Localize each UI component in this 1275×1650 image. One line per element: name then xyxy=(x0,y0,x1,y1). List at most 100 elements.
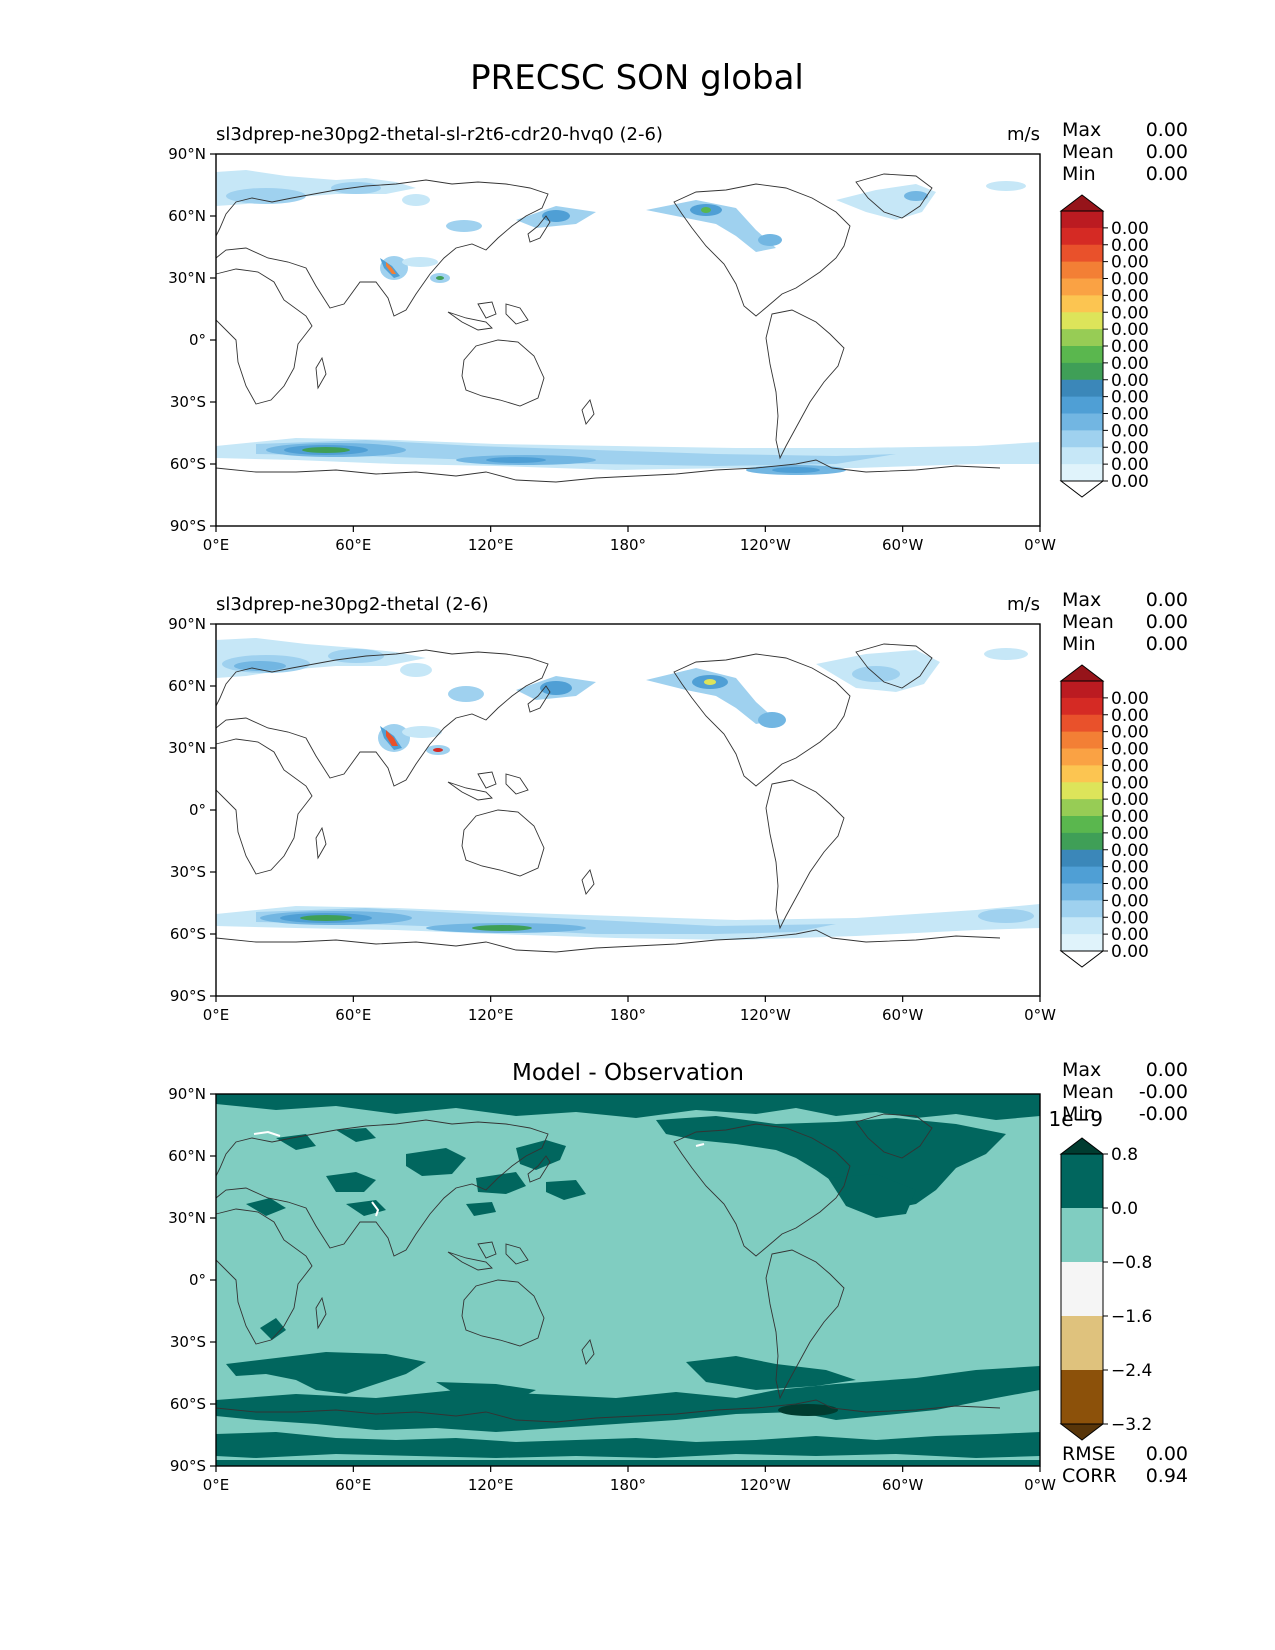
colorbar-tick-label: 0.00 xyxy=(1111,320,1149,340)
lon-tick-label: 0°E xyxy=(203,1476,230,1494)
lat-tick-label: 60°S xyxy=(170,455,206,473)
colorbar-tick-label: 0.00 xyxy=(1111,303,1149,323)
stats-box: Max 0.00 Mean 0.00 Min 0.00 xyxy=(1062,119,1188,185)
lat-axis: 90°N 60°N 30°N 0° 30°S 60°S 90°S xyxy=(168,1085,216,1475)
colorbar-swatch xyxy=(1061,934,1103,952)
colorbar-tick-label: 0.00 xyxy=(1111,875,1149,895)
lon-tick-label: 120°E xyxy=(468,1476,514,1494)
lon-tick-label: 60°E xyxy=(335,536,371,554)
stat-label-corr: CORR xyxy=(1062,1465,1117,1487)
lat-tick-label: 60°S xyxy=(170,1395,206,1413)
panel-test: sl3dprep-ne30pg2-thetal-sl-r2t6-cdr20-hv… xyxy=(168,119,1188,554)
colorbar-tick-label: 0.00 xyxy=(1111,455,1149,475)
stat-value-rmse: 0.00 xyxy=(1146,1443,1188,1465)
panel-units: m/s xyxy=(1007,124,1040,145)
colorbar-swatch xyxy=(1061,379,1103,398)
colorbar-swatch xyxy=(1061,362,1103,381)
lat-tick-label: 30°S xyxy=(170,1333,206,1351)
stat-value-mean: -0.00 xyxy=(1139,1081,1188,1103)
colorbar-swatch xyxy=(1061,765,1103,783)
stat-value-min: 0.00 xyxy=(1146,163,1188,185)
lat-tick-label: 30°S xyxy=(170,393,206,411)
stat-label-mean: Mean xyxy=(1062,1081,1114,1103)
lat-tick-label: 30°N xyxy=(168,269,206,287)
colorbar-swatch xyxy=(1061,866,1103,884)
colorbar-tick-label: 0.00 xyxy=(1111,773,1149,793)
colorbar-swatch xyxy=(1061,261,1103,279)
colorbar-tick-label: 0.00 xyxy=(1111,891,1149,911)
lon-tick-label: 120°E xyxy=(468,1006,514,1024)
lon-tick-label: 120°W xyxy=(740,536,791,554)
panel-difference: Model - Observation xyxy=(168,1059,1188,1494)
lon-tick-label: 0°E xyxy=(203,536,230,554)
lon-tick-label: 180° xyxy=(610,1006,646,1024)
map-area xyxy=(215,153,1041,527)
lat-tick-label: 90°N xyxy=(168,615,206,633)
colorbar-swatch xyxy=(1061,211,1103,229)
stat-label-min: Min xyxy=(1062,1103,1096,1125)
lat-tick-label: 60°N xyxy=(168,1147,206,1165)
colorbar-extend-min xyxy=(1059,950,1105,968)
colorbar-tick-label: 0.00 xyxy=(1111,354,1149,374)
stats-box: Max 0.00 Mean -0.00 Min -0.00 xyxy=(1062,1059,1188,1125)
precip-field xyxy=(216,638,1040,940)
colorbar-swatch xyxy=(1061,295,1103,313)
lon-tick-label: 60°W xyxy=(882,536,924,554)
lat-tick-label: 90°S xyxy=(170,987,206,1005)
lon-tick-label: 120°W xyxy=(740,1006,791,1024)
colorbar-extend-min xyxy=(1059,480,1105,498)
extra-stats-box: RMSE 0.00 CORR 0.94 xyxy=(1062,1443,1188,1487)
colorbar-tick-label: 0.00 xyxy=(1111,858,1149,878)
colorbar-swatch xyxy=(1061,917,1103,935)
colorbar-swatch xyxy=(1061,681,1103,699)
colorbar-swatch xyxy=(1061,329,1103,347)
colorbar-tick-label: −3.2 xyxy=(1111,1415,1152,1435)
colorbar-extend-max xyxy=(1059,1137,1105,1155)
colorbar-swatch xyxy=(1061,312,1103,330)
colorbar-extend-max xyxy=(1059,194,1105,212)
colorbar-tick-label: 0.00 xyxy=(1111,337,1149,357)
colorbar-swatch xyxy=(1061,244,1103,263)
colorbar-swatch xyxy=(1061,278,1103,296)
colorbar: 0.000.000.000.000.000.000.000.000.000.00… xyxy=(1059,664,1149,968)
colorbar-tick-label: 0.8 xyxy=(1111,1145,1138,1165)
lon-tick-label: 0°E xyxy=(203,1006,230,1024)
lon-tick-label: 60°E xyxy=(335,1006,371,1024)
stat-label-mean: Mean xyxy=(1062,141,1114,163)
colorbar-swatch xyxy=(1061,883,1103,901)
lon-tick-label: 0°W xyxy=(1024,536,1056,554)
colorbar-tick-label: −1.6 xyxy=(1111,1307,1152,1327)
lon-tick-label: 0°W xyxy=(1024,1476,1056,1494)
colorbar-swatch xyxy=(1061,697,1103,716)
colorbar-tick-label: 0.00 xyxy=(1111,824,1149,844)
precip-field xyxy=(216,170,1040,475)
lat-tick-label: 60°N xyxy=(168,677,206,695)
colorbar-swatch xyxy=(1061,430,1103,448)
colorbar-tick-label: 0.00 xyxy=(1111,438,1149,458)
colorbar-swatch xyxy=(1061,227,1103,246)
colorbar-swatch xyxy=(1061,447,1103,465)
stat-value-min: 0.00 xyxy=(1146,633,1188,655)
colorbar-tick-label: 0.00 xyxy=(1111,942,1149,962)
lon-tick-label: 60°W xyxy=(882,1006,924,1024)
panel-units: m/s xyxy=(1007,594,1040,615)
lat-tick-label: 90°N xyxy=(168,1085,206,1103)
colorbar-tick-label: 0.00 xyxy=(1111,253,1149,273)
lon-tick-label: 180° xyxy=(610,536,646,554)
colorbar: 0.000.000.000.000.000.000.000.000.000.00… xyxy=(1059,194,1149,498)
stat-label-min: Min xyxy=(1062,163,1096,185)
lat-tick-label: 0° xyxy=(189,331,206,349)
colorbar-tick-label: 0.00 xyxy=(1111,371,1149,391)
lat-tick-label: 30°S xyxy=(170,863,206,881)
stat-value-corr: 0.94 xyxy=(1146,1465,1188,1487)
stat-value-max: 0.00 xyxy=(1146,1059,1188,1081)
colorbar-tick-label: 0.00 xyxy=(1111,421,1149,441)
map-area xyxy=(215,623,1041,997)
colorbar-swatch xyxy=(1061,1370,1103,1425)
colorbar-swatch xyxy=(1061,714,1103,733)
colorbar-swatch xyxy=(1061,782,1103,800)
colorbar-tick-label: 0.00 xyxy=(1111,388,1149,408)
lat-tick-label: 30°N xyxy=(168,739,206,757)
stats-box: Max 0.00 Mean 0.00 Min 0.00 xyxy=(1062,589,1188,655)
stat-label-max: Max xyxy=(1062,1059,1101,1081)
